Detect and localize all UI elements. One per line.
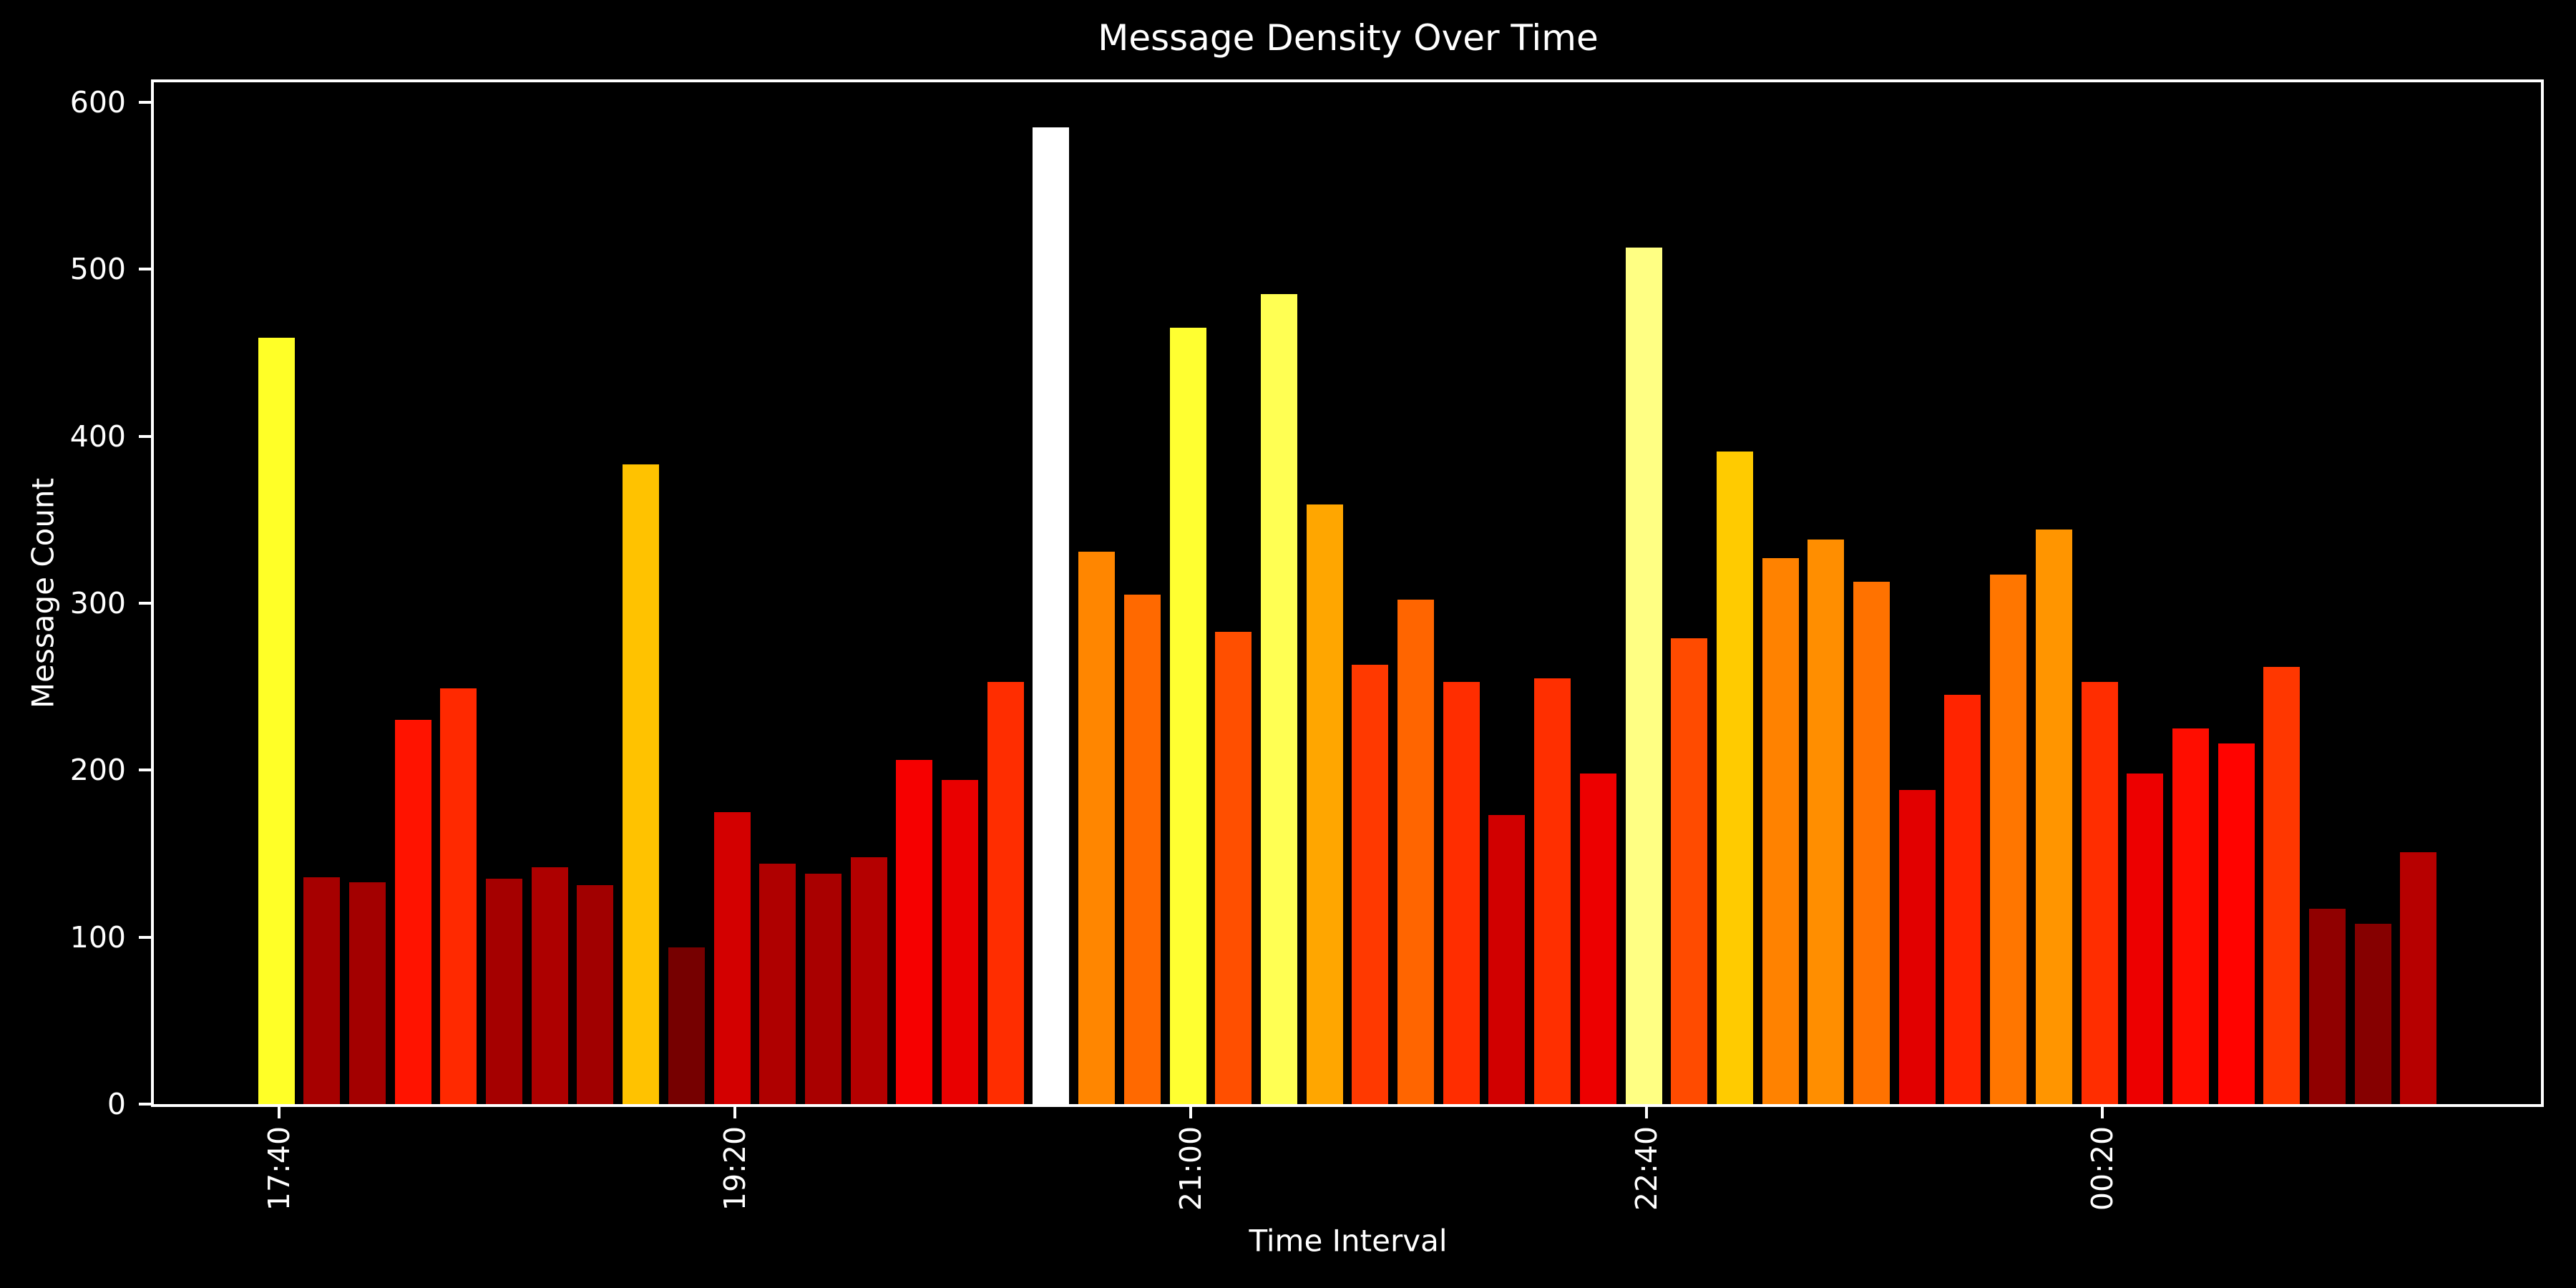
x-tick-mark [278, 1107, 280, 1118]
bar [440, 688, 477, 1104]
plot-area [151, 79, 2544, 1107]
y-tick-label: 400 [69, 419, 126, 454]
bar [1944, 695, 1981, 1104]
bar [987, 681, 1024, 1104]
bar [2218, 743, 2255, 1104]
x-tick-mark [1189, 1107, 1192, 1118]
bar [1488, 815, 1526, 1104]
y-tick-label: 500 [69, 252, 126, 287]
chart-title: Message Density Over Time [1098, 17, 1599, 59]
bar [850, 857, 887, 1104]
x-axis-label: Time Interval [1249, 1223, 1448, 1259]
bar [623, 464, 660, 1104]
y-tick-mark [139, 101, 151, 104]
bar [1078, 551, 1116, 1104]
bar [531, 867, 568, 1104]
bar [1762, 558, 1799, 1104]
bar [759, 864, 796, 1104]
bar [1260, 294, 1297, 1104]
bar [1397, 600, 1434, 1104]
y-tick-label: 200 [69, 753, 126, 788]
bar [1716, 451, 1753, 1104]
y-tick-mark [139, 1103, 151, 1106]
x-tick-mark [2101, 1107, 2104, 1118]
bar [1898, 790, 1936, 1104]
bar [1853, 581, 1890, 1104]
y-tick-label: 600 [69, 85, 126, 119]
bar [486, 879, 522, 1104]
bar [1807, 540, 1845, 1104]
y-tick-mark [139, 268, 151, 271]
y-tick-label: 0 [107, 1087, 126, 1121]
bar [2127, 774, 2164, 1104]
y-tick-mark [139, 769, 151, 772]
x-tick-mark [1645, 1107, 1648, 1118]
bar [1352, 665, 1389, 1104]
bar [804, 874, 841, 1104]
x-tick-label: 21:00 [1174, 1126, 1208, 1211]
bar [1671, 638, 1708, 1104]
bar [2354, 924, 2391, 1104]
x-tick-label: 17:40 [262, 1126, 296, 1211]
bar [896, 760, 933, 1104]
bar [713, 811, 751, 1104]
bar [2263, 666, 2301, 1104]
y-tick-label: 300 [69, 586, 126, 620]
y-tick-mark [139, 434, 151, 438]
bar [2081, 681, 2118, 1104]
x-tick-label: 19:20 [718, 1126, 752, 1211]
bar [1169, 328, 1206, 1104]
bar [1990, 575, 2027, 1104]
bar [1306, 504, 1343, 1104]
bar [394, 720, 431, 1104]
bar [1033, 127, 1070, 1104]
bar [1443, 681, 1480, 1104]
bar [942, 780, 978, 1104]
bar [2400, 852, 2437, 1104]
bar [1534, 678, 1571, 1104]
y-tick-label: 100 [69, 919, 126, 955]
bar [303, 877, 341, 1104]
x-tick-label: 22:40 [1629, 1126, 1664, 1211]
bar [1579, 774, 1616, 1104]
y-tick-mark [139, 602, 151, 605]
bar [1123, 595, 1161, 1104]
bar [348, 882, 386, 1104]
bar [1215, 631, 1252, 1104]
bar [2309, 909, 2346, 1104]
bar [2035, 530, 2072, 1104]
bar [577, 885, 614, 1104]
bar [668, 947, 705, 1104]
y-tick-mark [139, 935, 151, 939]
bar [2172, 728, 2209, 1104]
x-tick-mark [733, 1107, 736, 1118]
bar [258, 338, 295, 1104]
x-tick-label: 00:20 [2085, 1126, 2119, 1211]
bar [1625, 248, 1662, 1104]
